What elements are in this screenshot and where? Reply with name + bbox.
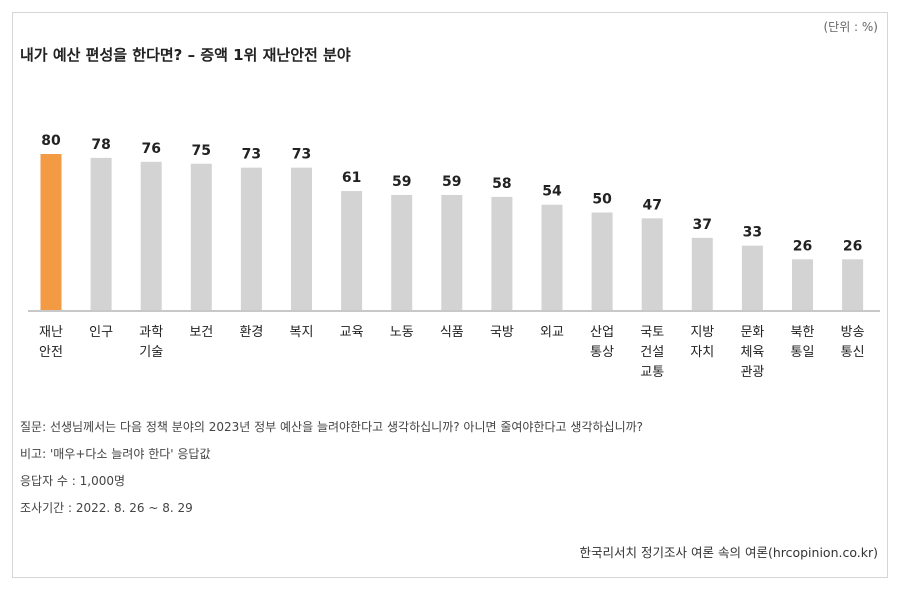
category-label-0-0: 재난 bbox=[39, 325, 63, 340]
bar-14 bbox=[741, 245, 763, 310]
category-label-7-0: 노동 bbox=[390, 325, 414, 340]
data-label-14: 33 bbox=[743, 225, 762, 241]
note-question: 질문: 선생님께서는 다음 정책 분야의 2023년 정부 예산을 늘려야한다고… bbox=[20, 420, 644, 434]
bar-2 bbox=[140, 161, 162, 310]
category-label-14-1: 체육 bbox=[740, 345, 764, 360]
category-label-8-0: 식품 bbox=[440, 325, 464, 340]
data-label-2: 76 bbox=[141, 141, 160, 157]
bar-12 bbox=[641, 218, 663, 310]
note-period: 조사기간 : 2022. 8. 26 ~ 8. 29 bbox=[20, 501, 193, 515]
category-label-9-0: 국방 bbox=[490, 325, 514, 340]
category-label-0-1: 안전 bbox=[39, 345, 63, 360]
data-label-13: 37 bbox=[693, 217, 712, 233]
data-label-3: 75 bbox=[192, 143, 211, 159]
data-label-7: 59 bbox=[392, 174, 411, 190]
data-label-8: 59 bbox=[442, 174, 461, 190]
chart-title: 내가 예산 편성을 한다면? – 증액 1위 재난안전 분야 bbox=[20, 46, 351, 64]
unit-label: (단위 : %) bbox=[823, 20, 878, 34]
category-label-12-2: 교통 bbox=[640, 365, 664, 380]
note-respondents: 응답자 수 : 1,000명 bbox=[20, 474, 126, 488]
category-label-1-0: 인구 bbox=[89, 325, 113, 340]
category-label-16-1: 통신 bbox=[841, 345, 865, 360]
data-label-5: 73 bbox=[292, 147, 311, 163]
data-label-9: 58 bbox=[492, 176, 511, 192]
data-label-15: 26 bbox=[793, 238, 812, 254]
bar-11 bbox=[591, 212, 613, 310]
bar-7 bbox=[391, 194, 413, 310]
data-label-11: 50 bbox=[592, 192, 612, 208]
bar-6 bbox=[341, 191, 363, 310]
bar-16 bbox=[842, 259, 864, 310]
category-label-15-1: 통일 bbox=[791, 345, 815, 360]
data-label-4: 73 bbox=[242, 147, 261, 163]
category-label-14-0: 문화 bbox=[740, 325, 764, 340]
category-label-4-0: 환경 bbox=[239, 325, 263, 340]
data-label-16: 26 bbox=[843, 238, 862, 254]
category-label-6-0: 교육 bbox=[340, 325, 364, 340]
bar-8 bbox=[441, 194, 463, 310]
category-label-13-0: 지방 bbox=[690, 325, 714, 340]
data-label-10: 54 bbox=[542, 184, 562, 200]
source-credit: 한국리서치 정기조사 여론 속의 여론(hrcopinion.co.kr) bbox=[579, 545, 878, 560]
category-label-13-1: 자치 bbox=[690, 345, 714, 360]
bar-5 bbox=[291, 167, 312, 310]
bar-13 bbox=[691, 237, 713, 310]
category-label-2-1: 기술 bbox=[139, 345, 163, 360]
category-label-3-0: 보건 bbox=[189, 325, 213, 340]
data-label-12: 47 bbox=[642, 197, 661, 213]
data-label-1: 78 bbox=[91, 137, 110, 153]
bar-15 bbox=[792, 259, 813, 310]
category-label-16-0: 방송 bbox=[841, 325, 865, 340]
bar-3 bbox=[190, 163, 212, 310]
category-label-11-0: 산업 bbox=[590, 325, 614, 340]
bar-0 bbox=[40, 154, 62, 310]
category-label-14-2: 관광 bbox=[740, 365, 764, 380]
category-label-12-1: 건설 bbox=[640, 345, 664, 360]
notes-block: 질문: 선생님께서는 다음 정책 분야의 2023년 정부 예산을 늘려야한다고… bbox=[20, 414, 643, 522]
bar-9 bbox=[491, 196, 513, 310]
x-axis-baseline bbox=[28, 310, 880, 312]
bar-1 bbox=[90, 157, 112, 310]
bar-10 bbox=[541, 204, 563, 310]
data-label-6: 61 bbox=[342, 170, 361, 186]
category-label-12-0: 국토 bbox=[640, 325, 664, 340]
data-label-0: 80 bbox=[41, 133, 61, 149]
note-remark: 비고: '매우+다소 늘려야 한다' 응답값 bbox=[20, 447, 211, 461]
category-label-11-1: 통상 bbox=[590, 345, 614, 360]
bar-4 bbox=[240, 167, 262, 310]
category-label-2-0: 과학 bbox=[139, 325, 163, 340]
category-label-5-0: 복지 bbox=[290, 325, 314, 340]
category-label-10-0: 외교 bbox=[540, 325, 564, 340]
category-label-15-0: 북한 bbox=[791, 325, 815, 340]
